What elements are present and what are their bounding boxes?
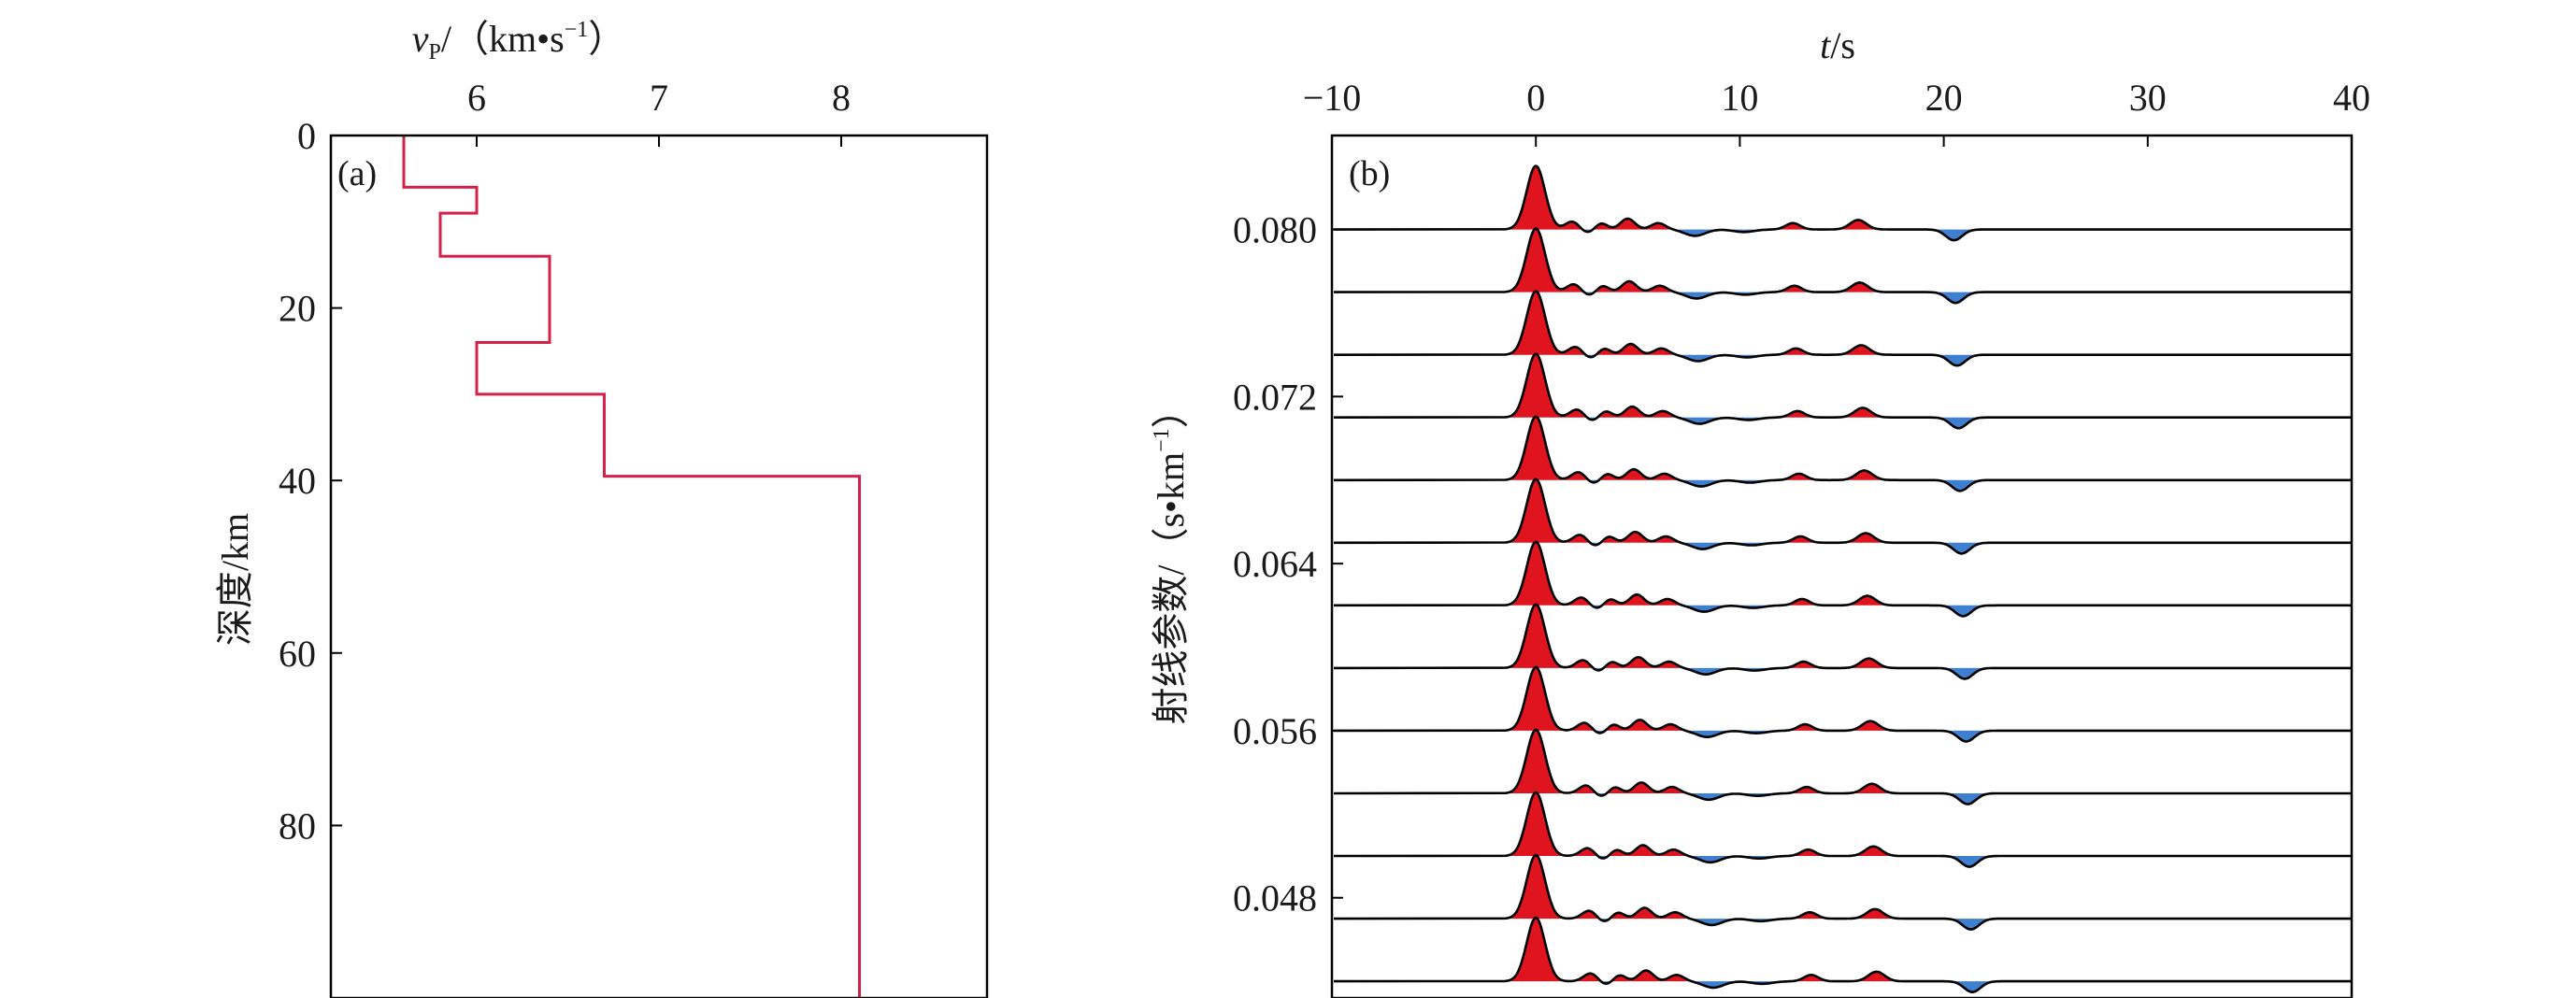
time-x-tick-label: −10 — [1303, 77, 1362, 119]
vp-x-tick-label: 8 — [832, 77, 851, 119]
trace-line — [1333, 603, 2353, 680]
vp-profile-line — [402, 135, 861, 998]
vp-axis-title: vP/（km•s−1） — [412, 18, 625, 64]
trace-positive-fill — [1509, 478, 1885, 543]
trace-line — [1333, 853, 2353, 931]
time-x-ticks: −10 0 10 20 30 40 — [1303, 77, 2370, 147]
depth-axis-title: 深度/km — [214, 513, 256, 646]
trace-positive-fill — [1509, 666, 1889, 731]
trace-negative-fill — [1585, 292, 1975, 304]
trace — [1333, 540, 2353, 618]
time-x-tick-label: 40 — [2333, 77, 2370, 119]
trace-line — [1333, 415, 2353, 492]
trace-positive-fill — [1509, 918, 1896, 982]
trace — [1333, 603, 2353, 680]
time-axis-title-var: t — [1820, 24, 1831, 66]
trace — [1333, 352, 2353, 430]
ray-param-axis-title: 射线参数/（s•km−1） — [1150, 391, 1192, 724]
trace — [1333, 164, 2353, 242]
ray-param-y-tick-label: 0.064 — [1233, 543, 1317, 585]
trace-negative-fill — [1586, 354, 1977, 366]
trace-negative-fill — [1592, 542, 1981, 554]
trace-negative-fill — [1583, 229, 1974, 241]
depth-y-tick-label: 20 — [279, 288, 316, 330]
trace-line — [1333, 290, 2353, 367]
trace-negative-fill — [1595, 667, 1984, 679]
ray-param-axis-title-close: ） — [1150, 391, 1192, 428]
trace-line — [1333, 227, 2353, 305]
trace-negative-fill — [1593, 605, 1983, 617]
trace-line — [1333, 728, 2353, 806]
depth-y-ticks: 0 20 40 60 80 — [279, 115, 342, 847]
traces — [1333, 164, 2353, 993]
vp-axis-title-units: /（km•s — [441, 18, 565, 60]
trace-line — [1333, 665, 2353, 743]
depth-y-tick-label: 0 — [297, 115, 316, 157]
time-x-tick-label: 0 — [1526, 77, 1545, 119]
vp-x-tick-label: 7 — [650, 77, 668, 119]
trace-positive-fill — [1509, 353, 1882, 418]
trace-negative-fill — [1598, 856, 1989, 867]
trace-line — [1333, 478, 2353, 555]
panel-label-a: (a) — [337, 154, 377, 193]
time-axis-title-units: /s — [1830, 24, 1855, 66]
trace-positive-fill — [1509, 228, 1879, 292]
trace-line — [1333, 916, 2353, 993]
trace — [1333, 853, 2353, 931]
ray-param-axis-title-exp: −1 — [1150, 428, 1174, 452]
panel-b-frame — [1330, 134, 2354, 998]
vp-x-ticks: 6 7 8 — [467, 77, 851, 147]
time-x-tick-label: 10 — [1721, 77, 1758, 119]
depth-y-tick-label: 40 — [279, 460, 316, 502]
ray-param-y-tick-label: 0.056 — [1233, 710, 1317, 752]
time-axis-title: t/s — [1820, 24, 1855, 66]
ray-param-axis-title-main: 射线参数/（s•km — [1150, 452, 1192, 725]
vp-x-tick-label: 6 — [467, 77, 486, 119]
vp-axis-title-var: v — [412, 18, 429, 60]
trace-negative-fill — [1588, 417, 1978, 429]
depth-y-tick-label: 80 — [279, 805, 316, 847]
trace — [1333, 290, 2353, 367]
vp-axis-title-exp: −1 — [565, 18, 589, 42]
trace-positive-fill — [1509, 541, 1886, 606]
trace — [1333, 728, 2353, 806]
trace-positive-fill — [1509, 730, 1891, 793]
ray-param-y-tick-label: 0.048 — [1233, 877, 1317, 920]
trace — [1333, 227, 2353, 305]
vp-axis-title-sub: P — [429, 40, 441, 64]
trace-negative-fill — [1597, 793, 1987, 805]
trace-positive-fill — [1509, 416, 1883, 480]
trace-positive-fill — [1509, 855, 1895, 920]
trace — [1333, 791, 2353, 868]
trace-panel: t/s −10 0 10 20 30 40 0.0480.0560.0640.0720.0… — [1150, 24, 2370, 998]
panel-a-frame — [329, 134, 989, 998]
time-x-tick-label: 30 — [2129, 77, 2167, 119]
trace-negative-fill — [1596, 730, 1986, 742]
trace-negative-fill — [1590, 479, 1980, 492]
time-x-tick-label: 20 — [1925, 77, 1963, 119]
ray-param-y-ticks: 0.048 0.056 0.064 0.072 0.080 — [1233, 209, 1343, 920]
trace-negative-fill — [1602, 981, 1992, 992]
trace-positive-fill — [1509, 291, 1880, 355]
velocity-profile-panel: vP/（km•s−1） 6 7 8 0 20 40 60 80 深度/km (a) — [214, 18, 989, 998]
trace-line — [1333, 540, 2353, 618]
trace-positive-fill — [1509, 604, 1888, 668]
trace — [1333, 665, 2353, 743]
trace — [1333, 478, 2353, 555]
trace-line — [1333, 791, 2353, 868]
trace-line — [1333, 352, 2353, 430]
trace — [1333, 415, 2353, 492]
trace — [1333, 916, 2353, 993]
trace-positive-fill — [1509, 165, 1877, 230]
trace-negative-fill — [1601, 919, 1990, 930]
ray-param-y-tick-label: 0.080 — [1233, 209, 1317, 251]
vp-axis-title-close: ） — [588, 18, 625, 60]
trace-line — [1333, 164, 2353, 242]
depth-y-tick-label: 60 — [279, 633, 316, 675]
panel-label-b: (b) — [1349, 154, 1390, 193]
ray-param-y-tick-label: 0.072 — [1233, 376, 1317, 418]
trace-positive-fill — [1509, 792, 1892, 856]
